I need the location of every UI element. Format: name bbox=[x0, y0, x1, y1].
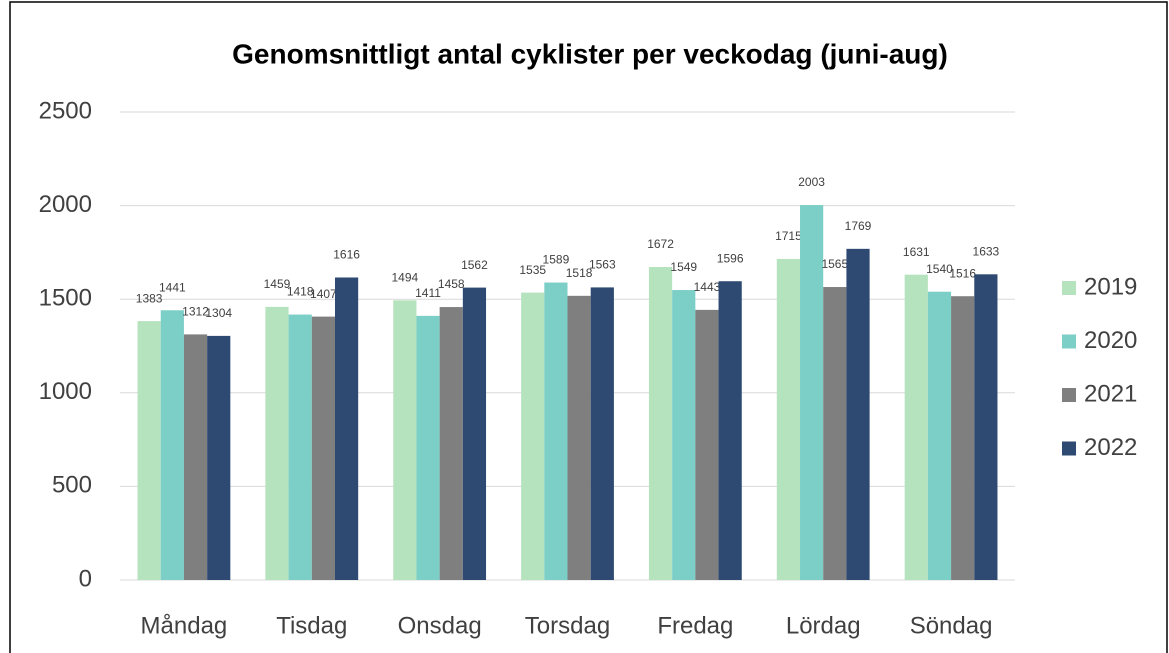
data-label: 1672 bbox=[647, 237, 674, 251]
bar bbox=[311, 316, 335, 580]
bar bbox=[974, 274, 998, 580]
legend-swatch bbox=[1062, 388, 1076, 402]
bar bbox=[544, 282, 568, 580]
data-label: 1596 bbox=[717, 251, 744, 265]
bar bbox=[416, 315, 440, 580]
legend-swatch bbox=[1062, 441, 1076, 456]
bar bbox=[695, 309, 719, 580]
data-label: 2003 bbox=[798, 175, 825, 189]
data-label: 1769 bbox=[845, 219, 872, 233]
bar bbox=[265, 306, 289, 580]
data-label: 1411 bbox=[415, 286, 441, 300]
data-label: 1715 bbox=[775, 229, 802, 243]
data-label: 1535 bbox=[519, 263, 546, 277]
data-label: 1631 bbox=[903, 245, 930, 259]
data-label: 1565 bbox=[821, 257, 848, 271]
x-tick-label: Tisdag bbox=[276, 612, 347, 639]
bar bbox=[521, 292, 545, 580]
bar bbox=[288, 314, 312, 580]
y-tick-label: 2000 bbox=[39, 191, 92, 218]
legend-label: 2021 bbox=[1084, 380, 1137, 407]
data-label: 1633 bbox=[973, 244, 1000, 258]
data-label: 1562 bbox=[461, 258, 488, 272]
x-tick-label: Torsdag bbox=[525, 612, 610, 639]
bar bbox=[462, 287, 487, 580]
y-tick-label: 1500 bbox=[39, 285, 92, 312]
bar bbox=[904, 274, 928, 580]
data-label: 1518 bbox=[566, 266, 593, 280]
bar bbox=[776, 258, 801, 580]
x-tick-label: Lördag bbox=[786, 612, 861, 639]
bar bbox=[207, 335, 231, 580]
data-label: 1383 bbox=[136, 291, 163, 305]
data-label: 1540 bbox=[926, 262, 953, 276]
data-label: 1494 bbox=[391, 270, 418, 284]
bar bbox=[672, 290, 696, 580]
y-tick-label: 500 bbox=[52, 472, 92, 499]
data-label: 1418 bbox=[287, 285, 314, 299]
data-label: 1304 bbox=[205, 306, 232, 320]
data-label: 1549 bbox=[670, 260, 697, 274]
bar bbox=[951, 296, 975, 580]
legend-swatch bbox=[1062, 334, 1076, 349]
y-tick-label: 2500 bbox=[39, 97, 92, 124]
x-tick-label: Måndag bbox=[141, 612, 228, 639]
y-tick-label: 0 bbox=[79, 565, 92, 592]
data-label: 1312 bbox=[182, 305, 209, 319]
data-label: 1589 bbox=[543, 253, 570, 267]
bar bbox=[137, 321, 161, 580]
bar bbox=[590, 287, 614, 580]
x-tick-label: Onsdag bbox=[398, 612, 482, 639]
bar bbox=[393, 300, 417, 580]
bar bbox=[800, 205, 824, 581]
data-label: 1458 bbox=[438, 277, 465, 291]
legend-label: 2022 bbox=[1084, 434, 1137, 461]
bar bbox=[648, 267, 673, 580]
bar bbox=[567, 295, 591, 580]
data-label: 1516 bbox=[949, 266, 976, 280]
data-label: 1443 bbox=[694, 280, 721, 294]
legend-label: 2020 bbox=[1084, 327, 1137, 354]
data-label: 1616 bbox=[333, 248, 360, 262]
bar bbox=[439, 307, 463, 580]
data-label: 1459 bbox=[264, 277, 291, 291]
x-tick-label: Fredag bbox=[657, 612, 733, 639]
data-label: 1441 bbox=[159, 280, 186, 294]
bar bbox=[718, 281, 742, 580]
x-tick-label: Söndag bbox=[910, 612, 993, 639]
y-tick-label: 1000 bbox=[39, 378, 92, 405]
legend-swatch bbox=[1062, 281, 1076, 295]
data-label: 1407 bbox=[310, 287, 337, 301]
chart-title: Genomsnittligt antal cyklister per vecko… bbox=[232, 38, 948, 69]
bar bbox=[183, 334, 208, 580]
legend-label: 2019 bbox=[1084, 273, 1137, 300]
bar bbox=[927, 291, 952, 580]
bar bbox=[823, 287, 847, 580]
bar bbox=[160, 310, 184, 580]
data-label: 1563 bbox=[589, 258, 616, 272]
bar bbox=[334, 277, 359, 580]
bar bbox=[846, 248, 870, 580]
